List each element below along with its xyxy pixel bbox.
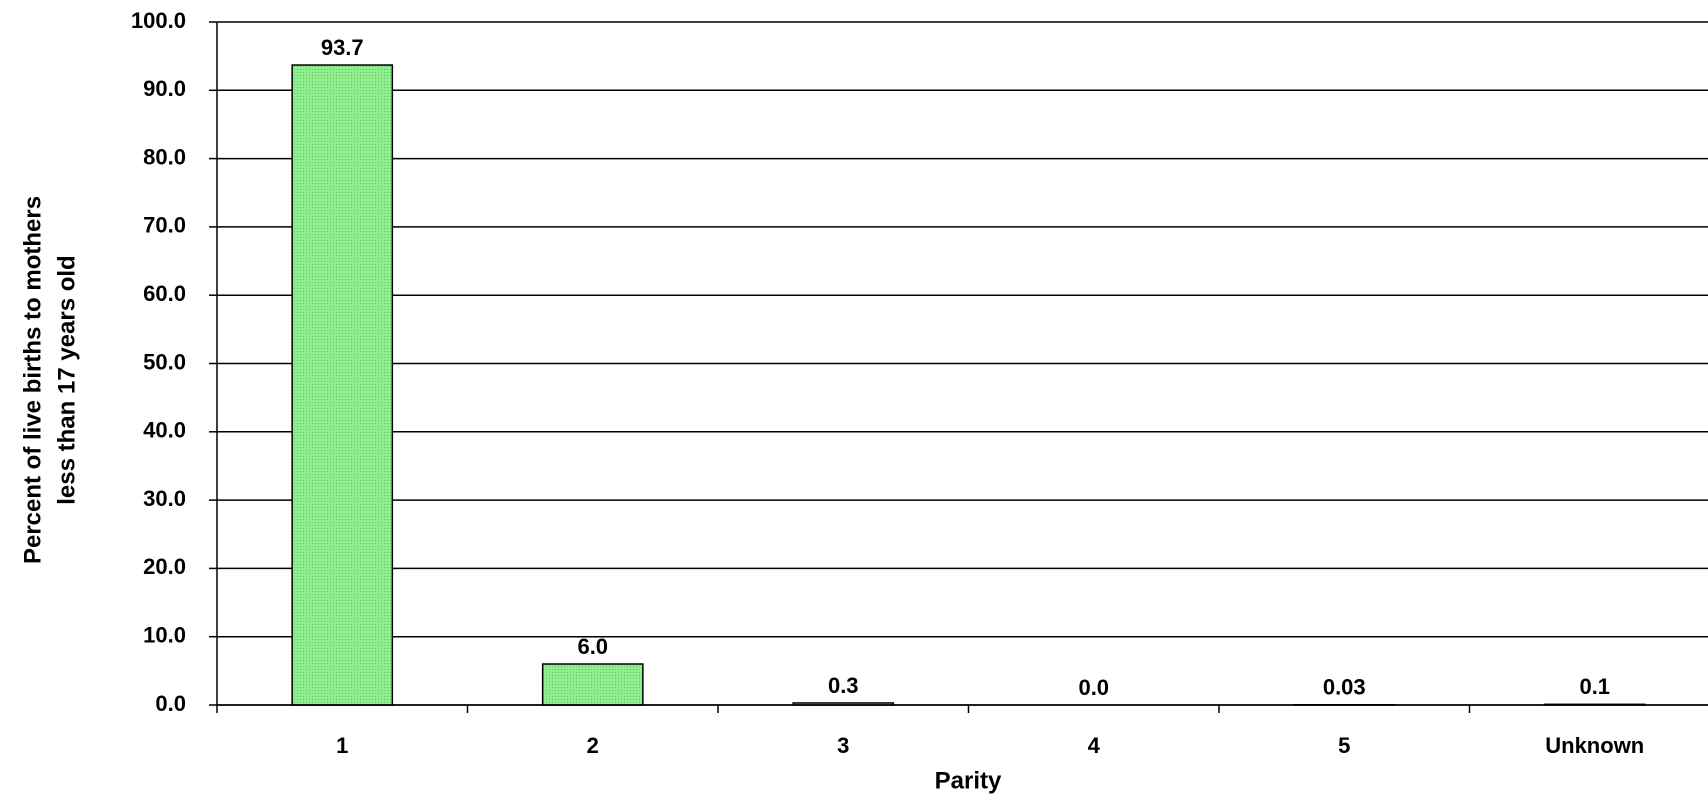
bar <box>291 64 394 706</box>
x-tick-label: Unknown <box>1545 733 1644 758</box>
y-tick-label: 60.0 <box>143 281 186 306</box>
value-label: 93.7 <box>321 35 364 60</box>
x-tick-label: 4 <box>1088 733 1101 758</box>
x-tick-label: 5 <box>1338 733 1350 758</box>
x-tick-label: 2 <box>587 733 599 758</box>
y-axis-title: Percent of live births to mothers less t… <box>19 196 80 564</box>
value-label: 6.0 <box>577 634 608 659</box>
value-label: 0.3 <box>828 673 859 698</box>
y-tick-label: 90.0 <box>143 76 186 101</box>
value-label: 0.0 <box>1078 675 1109 700</box>
x-tick-label: 3 <box>837 733 849 758</box>
y-tick-label: 30.0 <box>143 486 186 511</box>
y-axis-title-line: Percent of live births to mothers <box>19 196 46 564</box>
y-axis-title-line: less than 17 years old <box>53 255 80 504</box>
bar <box>541 663 644 706</box>
value-label: 0.03 <box>1323 675 1366 700</box>
y-tick-label: 20.0 <box>143 554 186 579</box>
x-tick-label: 1 <box>336 733 348 758</box>
y-tick-label: 0.0 <box>155 691 186 716</box>
y-tick-label: 50.0 <box>143 349 186 374</box>
value-label: 0.1 <box>1579 674 1610 699</box>
y-tick-label: 40.0 <box>143 418 186 443</box>
y-tick-label: 100.0 <box>131 8 186 33</box>
y-tick-label: 80.0 <box>143 144 186 169</box>
y-tick-label: 70.0 <box>143 213 186 238</box>
y-tick-label: 10.0 <box>143 623 186 648</box>
x-axis-title: Parity <box>935 767 1002 794</box>
